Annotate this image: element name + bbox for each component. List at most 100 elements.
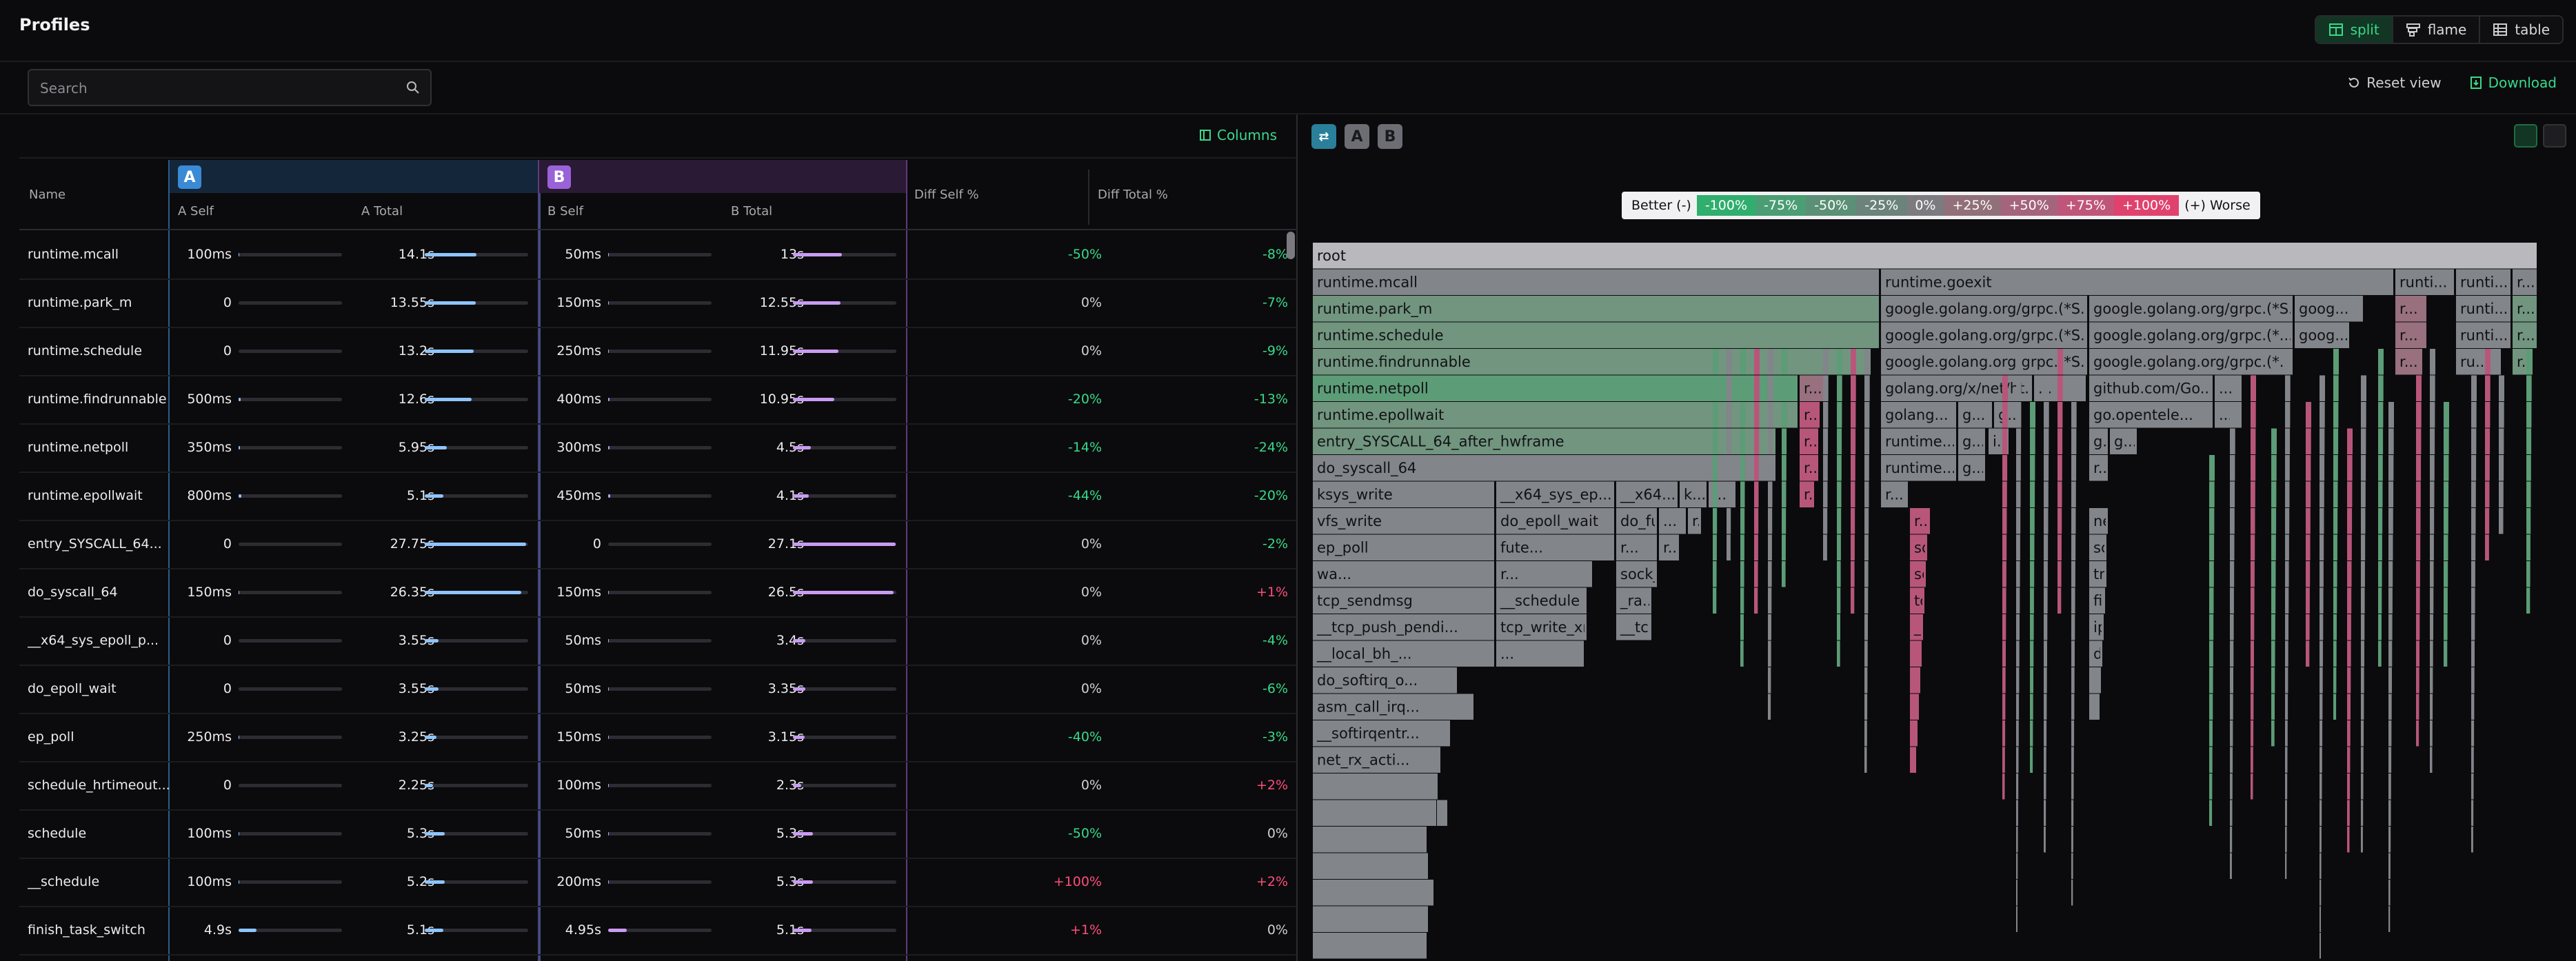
flame-sliver[interactable] [1837,349,1842,375]
b-total-header[interactable]: B Total [731,204,773,219]
flame-frame[interactable] [1910,640,1922,667]
flame-sliver[interactable] [1782,428,1787,455]
flame-sliver[interactable] [2388,587,2393,614]
flame-sliver[interactable] [2320,827,2322,853]
flame-sliver[interactable] [2002,720,2006,747]
flame-sliver[interactable] [2430,694,2433,720]
flame-sliver[interactable] [2071,827,2073,853]
flame-sliver[interactable] [2209,508,2215,534]
flame-sliver[interactable] [2306,640,2310,667]
flame-sliver[interactable] [2347,561,2352,587]
flame-sliver[interactable] [2285,747,2288,773]
flame-sliver[interactable] [1851,534,1855,561]
flame-sliver[interactable] [1713,349,1718,375]
flame-sliver[interactable] [2285,534,2289,561]
flame-frame[interactable]: r... [1881,481,1908,508]
flame-sliver[interactable] [2230,481,2235,508]
flame-sliver[interactable] [2044,561,2048,587]
flame-sliver[interactable] [2057,561,2062,587]
flame-sliver[interactable] [2030,614,2034,640]
flame-sliver[interactable] [2499,481,2504,508]
flame-sliver[interactable] [2347,747,2351,773]
flame-sliver[interactable] [2230,455,2235,481]
diff-view-button[interactable]: ⇄ [1311,124,1336,149]
flame-sliver[interactable] [2016,853,2018,880]
flame-sliver[interactable] [2071,853,2073,880]
flame-sliver[interactable] [2071,428,2077,455]
flame-sliver[interactable] [1823,481,1828,508]
flame-sliver[interactable] [2416,667,2419,694]
flame-frame[interactable]: runtime.epollwait [1313,402,1798,428]
flame-sliver[interactable] [2416,614,2420,640]
flame-frame[interactable]: goog... [2295,322,2349,349]
table-row[interactable]: schedule 100ms 5.3s 50ms 5.3s -50% 0% [19,809,1296,859]
flame-frame[interactable]: __tcp_transmit_skb [1616,614,1758,640]
flame-sliver[interactable] [2251,747,2253,773]
flame-sliver[interactable] [2002,640,2006,667]
flame-sliver[interactable] [2016,880,2017,906]
flame-sliver[interactable] [2044,534,2049,561]
flame-sliver[interactable] [2526,534,2530,561]
flame-sliver[interactable] [2471,667,2475,694]
flame-sliver[interactable] [2044,375,2049,402]
flame-sliver[interactable] [2044,747,2046,773]
flame-sliver[interactable] [2230,587,2234,614]
flame-sliver[interactable] [2044,481,2049,508]
flame-sliver[interactable] [2388,667,2392,694]
flame-sliver[interactable] [2485,481,2490,508]
flame-sliver[interactable] [2044,800,2046,827]
flame-frame[interactable]: root [1313,243,2537,269]
flame-sliver[interactable] [1851,375,1856,402]
flame-sliver[interactable] [2388,640,2393,667]
flame-sliver[interactable] [2444,587,2448,614]
flame-sliver[interactable] [2444,508,2448,534]
flame-sliver[interactable] [2044,455,2049,481]
flame-sliver[interactable] [2285,508,2290,534]
flame-sliver[interactable] [2002,773,2005,800]
flame-sliver[interactable] [2471,694,2475,720]
flame-sliver[interactable] [2430,481,2435,508]
flame-sliver[interactable] [2251,375,2256,402]
flame-sliver[interactable] [2285,349,2291,375]
flame-sliver[interactable] [2430,534,2434,561]
flame-frame[interactable]: runti... [2456,269,2510,296]
a-self-header[interactable]: A Self [178,204,214,219]
flame-sliver[interactable] [2071,402,2077,428]
flame-sliver[interactable] [2271,561,2276,587]
flame-sliver[interactable] [2002,402,2008,428]
flame-sliver[interactable] [2030,587,2034,614]
flame-sliver[interactable] [2361,561,2365,587]
table-row[interactable]: entry_SYSCALL_64... 0 27.75s 0 27.1s 0% -2% [19,520,1296,569]
flame-frame[interactable]: goog... [2295,296,2363,322]
flame-frame[interactable]: asm_call_irq... [1313,694,1473,720]
flame-sliver[interactable] [2388,773,2391,800]
table-scrollbar-thumb[interactable] [1287,232,1295,259]
flame-sliver[interactable] [2016,534,2020,561]
flame-sliver[interactable] [2230,827,2233,853]
flame-sliver[interactable] [2230,720,2233,747]
flame-sliver[interactable] [1740,402,1746,428]
flame-sliver[interactable] [2057,402,2063,428]
flame-frame[interactable]: net_rx_acti... [1313,747,1440,773]
flame-sliver[interactable] [2285,667,2288,694]
flame-frame[interactable]: sock_sendmsg [1616,561,1726,587]
flame-sliver[interactable] [2306,402,2311,428]
flame-sliver[interactable] [2071,481,2076,508]
flame-sliver[interactable] [2285,800,2287,827]
table-row[interactable]: runtime.netpoll 350ms 5.95s 300ms 4.5s -14% -2… [19,423,1296,473]
view-split-button[interactable]: split [2315,17,2393,43]
flame-sliver[interactable] [2285,587,2289,614]
flame-sliver[interactable] [2347,614,2351,640]
flame-sliver[interactable] [2230,508,2235,534]
flame-frame[interactable]: golang.org/x/net/ht... [1881,375,2038,402]
flame-sliver[interactable] [2251,455,2256,481]
flame-sliver[interactable] [2285,428,2291,455]
flame-sliver[interactable] [2333,428,2339,455]
flame-frame[interactable]: do_syscall_64 [1313,455,1775,481]
flame-sliver[interactable] [1837,428,1842,455]
flame-sliver[interactable] [2044,667,2047,694]
flame-frame[interactable] [1910,694,1919,720]
flame-frame[interactable]: ... [2215,402,2242,428]
flame-sliver[interactable] [2016,587,2020,614]
flame-sliver[interactable] [2347,428,2353,455]
